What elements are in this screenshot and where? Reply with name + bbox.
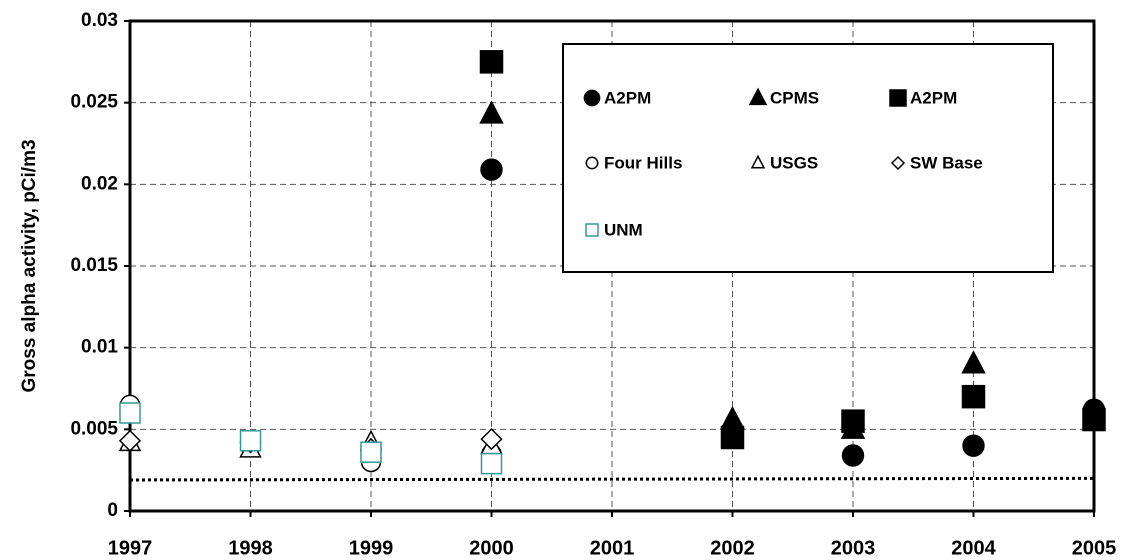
x-tick-label: 2004 <box>951 537 996 559</box>
legend-box <box>562 43 1054 273</box>
y-tick-label: 0.005 <box>70 418 118 439</box>
x-tick-label: 2001 <box>590 537 635 559</box>
legend-label: A2PM <box>604 88 651 107</box>
point <box>239 430 262 452</box>
x-tick-label: 2005 <box>1072 537 1117 559</box>
x-tick-label: 2003 <box>831 537 876 559</box>
y-tick-label: 0.03 <box>81 10 118 31</box>
legend-marker <box>750 154 766 169</box>
legend-label: SW Base <box>910 153 983 172</box>
point <box>961 350 986 374</box>
legend-marker <box>585 223 599 237</box>
x-tick-label: 1999 <box>349 537 394 559</box>
plot-frame <box>128 19 1096 513</box>
y-tick-label: 0 <box>107 500 118 521</box>
legend-marker <box>889 89 907 107</box>
y-tick-label: 0.025 <box>70 92 118 113</box>
x-tick-label: 2002 <box>710 537 755 559</box>
legend-marker <box>583 89 601 107</box>
legend-label: USGS <box>770 153 818 172</box>
y-tick-label: 0.01 <box>81 337 118 358</box>
point <box>841 409 865 433</box>
legend-label: Four Hills <box>604 153 682 172</box>
x-tick-label: 1997 <box>108 537 153 559</box>
point <box>479 100 504 124</box>
point <box>480 428 503 451</box>
legend-marker <box>748 87 768 106</box>
point <box>119 402 141 424</box>
x-tick-label: 2000 <box>469 537 514 559</box>
point <box>1082 407 1106 432</box>
legend-label: A2PM <box>910 88 957 107</box>
point <box>962 434 985 457</box>
point <box>961 384 986 409</box>
legend-marker <box>890 155 906 171</box>
point <box>841 444 865 467</box>
point <box>479 50 504 74</box>
legend-label: CPMS <box>770 88 819 107</box>
legend-marker <box>585 156 599 170</box>
legend-label: UNM <box>604 220 643 239</box>
y-axis-label: Gross alpha activity, pCi/m3 <box>19 139 40 392</box>
point <box>360 441 382 463</box>
x-tick-label: 1998 <box>228 537 273 559</box>
y-tick-label: 0.02 <box>81 173 118 194</box>
point <box>480 452 503 475</box>
point <box>720 425 745 450</box>
point <box>118 429 142 452</box>
y-tick-label: 0.015 <box>70 255 118 276</box>
point <box>480 158 503 181</box>
threshold-line <box>129 476 1095 482</box>
